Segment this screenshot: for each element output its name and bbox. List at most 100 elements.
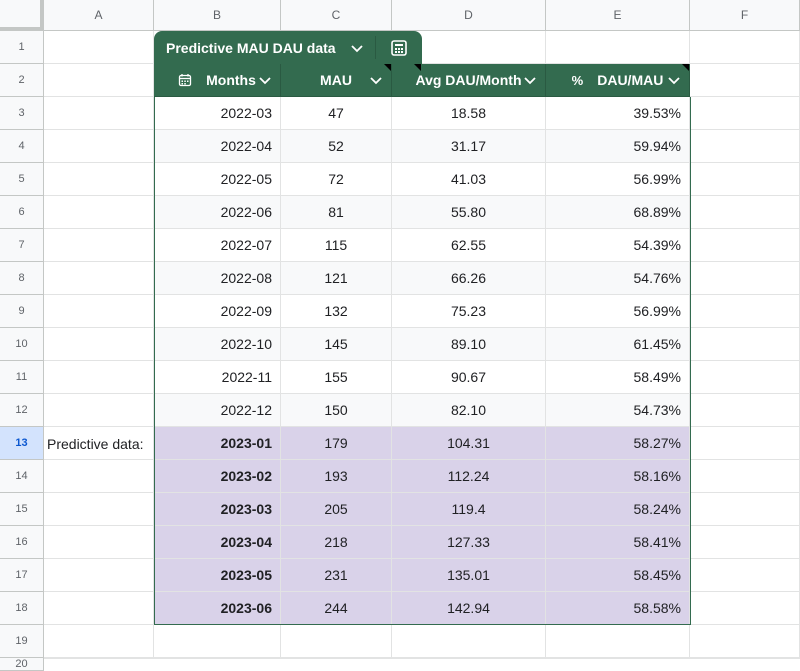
cell-f1[interactable]: [690, 31, 800, 64]
column-header-b[interactable]: B: [154, 0, 281, 31]
cell-f19[interactable]: [690, 625, 800, 658]
cell-a7[interactable]: [44, 229, 154, 262]
table-cell-mau[interactable]: 115: [281, 229, 392, 262]
row-header-9[interactable]: 9: [0, 295, 44, 328]
table-cell-mau[interactable]: 52: [281, 130, 392, 163]
table-cell-months[interactable]: 2022-03: [154, 97, 281, 130]
table-cell-mau[interactable]: 132: [281, 295, 392, 328]
table-cell-avg-dau[interactable]: 75.23: [392, 295, 546, 328]
cell-f8[interactable]: [690, 262, 800, 295]
table-cell-dau-mau[interactable]: 58.27%: [546, 427, 690, 460]
row-header-13[interactable]: 13: [0, 427, 44, 460]
row-header-20[interactable]: 20: [0, 658, 44, 671]
cell-c19[interactable]: [281, 625, 392, 658]
cell-a14[interactable]: [44, 460, 154, 493]
table-cell-dau-mau[interactable]: 54.73%: [546, 394, 690, 427]
table-cell-months[interactable]: 2022-09: [154, 295, 281, 328]
cell-a17[interactable]: [44, 559, 154, 592]
table-cell-dau-mau[interactable]: 56.99%: [546, 295, 690, 328]
cell-a9[interactable]: [44, 295, 154, 328]
cell-a4[interactable]: [44, 130, 154, 163]
cell-a2[interactable]: [44, 64, 154, 97]
chevron-down-icon[interactable]: [667, 73, 681, 87]
cell-d20[interactable]: [392, 658, 546, 659]
predictive-data-label[interactable]: Predictive data:: [47, 435, 144, 452]
row-header-19[interactable]: 19: [0, 625, 44, 658]
cell-f5[interactable]: [690, 163, 800, 196]
column-header-f[interactable]: F: [690, 0, 800, 31]
cell-f10[interactable]: [690, 328, 800, 361]
table-name[interactable]: Predictive MAU DAU data: [166, 40, 336, 56]
cell-a5[interactable]: [44, 163, 154, 196]
chevron-down-icon[interactable]: [258, 73, 272, 87]
cell-b20[interactable]: [154, 658, 281, 659]
table-cell-dau-mau[interactable]: 56.99%: [546, 163, 690, 196]
table-cell-mau[interactable]: 72: [281, 163, 392, 196]
cell-a12[interactable]: [44, 394, 154, 427]
table-cell-months[interactable]: 2022-06: [154, 196, 281, 229]
table-cell-mau[interactable]: 218: [281, 526, 392, 559]
table-cell-mau[interactable]: 205: [281, 493, 392, 526]
column-header-c[interactable]: C: [281, 0, 392, 31]
row-header-1[interactable]: 1: [0, 31, 44, 64]
table-cell-months[interactable]: 2023-01: [154, 427, 281, 460]
cell-f16[interactable]: [690, 526, 800, 559]
table-cell-months[interactable]: 2022-10: [154, 328, 281, 361]
table-cell-months[interactable]: 2022-05: [154, 163, 281, 196]
cell-f14[interactable]: [690, 460, 800, 493]
cell-a18[interactable]: [44, 592, 154, 625]
row-header-8[interactable]: 8: [0, 262, 44, 295]
table-cell-dau-mau[interactable]: 54.76%: [546, 262, 690, 295]
select-all-corner[interactable]: [0, 0, 44, 31]
cell-a10[interactable]: [44, 328, 154, 361]
table-header-avg-dau-month[interactable]: Avg DAU/Month: [392, 64, 546, 97]
cell-a13[interactable]: [44, 427, 154, 460]
table-cell-avg-dau[interactable]: 135.01: [392, 559, 546, 592]
row-header-6[interactable]: 6: [0, 196, 44, 229]
table-cell-mau[interactable]: 231: [281, 559, 392, 592]
table-cell-months[interactable]: 2022-07: [154, 229, 281, 262]
chevron-down-icon[interactable]: [523, 73, 537, 87]
row-header-11[interactable]: 11: [0, 361, 44, 394]
table-cell-avg-dau[interactable]: 89.10: [392, 328, 546, 361]
table-cell-avg-dau[interactable]: 41.03: [392, 163, 546, 196]
table-cell-avg-dau[interactable]: 55.80: [392, 196, 546, 229]
cell-e1[interactable]: [546, 31, 690, 64]
table-cell-mau[interactable]: 81: [281, 196, 392, 229]
table-cell-months[interactable]: 2023-05: [154, 559, 281, 592]
table-cell-avg-dau[interactable]: 18.58: [392, 97, 546, 130]
row-header-10[interactable]: 10: [0, 328, 44, 361]
table-cell-dau-mau[interactable]: 58.16%: [546, 460, 690, 493]
cell-b19[interactable]: [154, 625, 281, 658]
table-cell-dau-mau[interactable]: 54.39%: [546, 229, 690, 262]
cell-f3[interactable]: [690, 97, 800, 130]
cell-f15[interactable]: [690, 493, 800, 526]
row-header-16[interactable]: 16: [0, 526, 44, 559]
table-cell-avg-dau[interactable]: 66.26: [392, 262, 546, 295]
table-cell-mau[interactable]: 145: [281, 328, 392, 361]
table-cell-months[interactable]: 2022-08: [154, 262, 281, 295]
row-header-15[interactable]: 15: [0, 493, 44, 526]
table-cell-avg-dau[interactable]: 31.17: [392, 130, 546, 163]
row-header-5[interactable]: 5: [0, 163, 44, 196]
table-cell-months[interactable]: 2023-06: [154, 592, 281, 625]
column-header-a[interactable]: A: [44, 0, 154, 31]
row-header-2[interactable]: 2: [0, 64, 44, 97]
table-cell-mau[interactable]: 47: [281, 97, 392, 130]
table-header-months[interactable]: Months: [154, 64, 281, 97]
cell-f13[interactable]: [690, 427, 800, 460]
row-header-4[interactable]: 4: [0, 130, 44, 163]
cell-a11[interactable]: [44, 361, 154, 394]
row-header-7[interactable]: 7: [0, 229, 44, 262]
row-header-3[interactable]: 3: [0, 97, 44, 130]
cell-d19[interactable]: [392, 625, 546, 658]
table-cell-months[interactable]: 2023-03: [154, 493, 281, 526]
table-cell-months[interactable]: 2023-02: [154, 460, 281, 493]
cell-d1[interactable]: [392, 31, 546, 64]
cell-f11[interactable]: [690, 361, 800, 394]
table-cell-mau[interactable]: 179: [281, 427, 392, 460]
cell-a1[interactable]: [44, 31, 154, 64]
cell-f6[interactable]: [690, 196, 800, 229]
column-header-d[interactable]: D: [392, 0, 546, 31]
